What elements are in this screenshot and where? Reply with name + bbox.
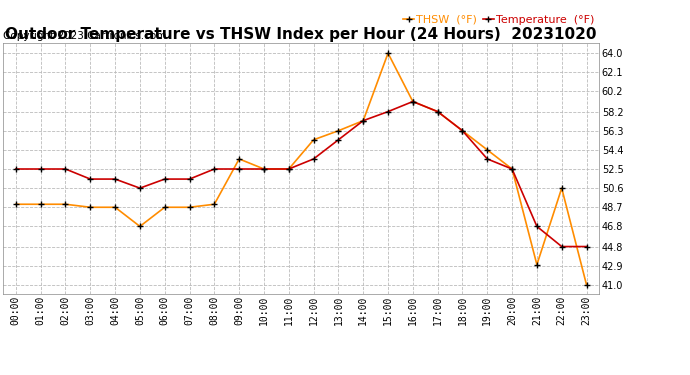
THSW  (°F) [558, 186, 566, 190]
Temperature  (°F) [384, 110, 392, 114]
Temperature  (°F) [61, 167, 70, 171]
THSW  (°F) [408, 99, 417, 104]
THSW  (°F) [309, 138, 317, 142]
Temperature  (°F) [186, 177, 194, 182]
THSW  (°F) [235, 157, 244, 161]
THSW  (°F) [161, 205, 169, 210]
Temperature  (°F) [533, 224, 541, 229]
THSW  (°F) [334, 129, 342, 133]
THSW  (°F) [384, 51, 392, 56]
Temperature  (°F) [433, 110, 442, 114]
THSW  (°F) [483, 148, 491, 152]
THSW  (°F) [359, 118, 367, 123]
Temperature  (°F) [334, 138, 342, 142]
Text: Copyright 2023 Cartronics.com: Copyright 2023 Cartronics.com [3, 31, 167, 40]
Temperature  (°F) [458, 129, 466, 133]
Temperature  (°F) [558, 244, 566, 249]
Temperature  (°F) [37, 167, 45, 171]
THSW  (°F) [533, 262, 541, 267]
THSW  (°F) [582, 282, 591, 287]
Temperature  (°F) [210, 167, 219, 171]
THSW  (°F) [260, 167, 268, 171]
THSW  (°F) [210, 202, 219, 207]
Temperature  (°F) [235, 167, 244, 171]
Temperature  (°F) [359, 118, 367, 123]
THSW  (°F) [61, 202, 70, 207]
Temperature  (°F) [582, 244, 591, 249]
THSW  (°F) [433, 110, 442, 114]
Legend: THSW  (°F), Temperature  (°F): THSW (°F), Temperature (°F) [399, 10, 599, 29]
THSW  (°F) [12, 202, 20, 207]
THSW  (°F) [508, 167, 516, 171]
Temperature  (°F) [86, 177, 95, 182]
Temperature  (°F) [136, 186, 144, 190]
Line: Temperature  (°F): Temperature (°F) [13, 99, 589, 249]
THSW  (°F) [186, 205, 194, 210]
Line: THSW  (°F): THSW (°F) [13, 50, 589, 288]
THSW  (°F) [37, 202, 45, 207]
Title: Outdoor Temperature vs THSW Index per Hour (24 Hours)  20231020: Outdoor Temperature vs THSW Index per Ho… [6, 27, 597, 42]
Temperature  (°F) [483, 157, 491, 161]
Temperature  (°F) [408, 99, 417, 104]
Temperature  (°F) [508, 167, 516, 171]
THSW  (°F) [285, 167, 293, 171]
Temperature  (°F) [161, 177, 169, 182]
Temperature  (°F) [12, 167, 20, 171]
Temperature  (°F) [309, 157, 317, 161]
THSW  (°F) [86, 205, 95, 210]
THSW  (°F) [111, 205, 119, 210]
Temperature  (°F) [285, 167, 293, 171]
Temperature  (°F) [260, 167, 268, 171]
THSW  (°F) [458, 129, 466, 133]
THSW  (°F) [136, 224, 144, 229]
Temperature  (°F) [111, 177, 119, 182]
